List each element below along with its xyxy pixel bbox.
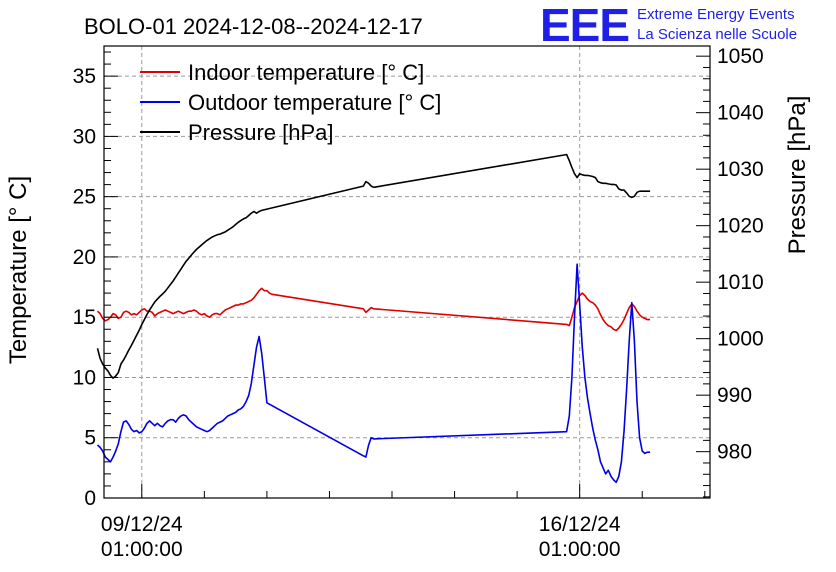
grid — [104, 46, 710, 498]
y-left-tick-label: 5 — [84, 427, 96, 450]
y-right-tick-label: 990 — [717, 384, 752, 407]
y-left-tick-label: 10 — [73, 366, 96, 389]
plot-frame — [103, 45, 711, 499]
tick-labels: 0 5 10 15 20 25 30 35 980 990 1000 1010 1020 1030 1040… — [73, 45, 764, 561]
x-tick-label-time: 01:00:00 — [101, 538, 183, 561]
y-right-tick-label: 1000 — [717, 328, 764, 351]
y-left-tick-label: 20 — [73, 246, 96, 269]
eee-logo: EEE Extreme Energy Events La Scienza nel… — [540, 0, 797, 51]
x-tick-label-date: 16/12/24 — [539, 513, 621, 536]
series-line-indoor — [96, 287, 651, 332]
y-left-tick-label: 15 — [73, 306, 96, 329]
x-tick-label-date: 09/12/24 — [101, 513, 183, 536]
series-line-pressure — [96, 153, 651, 379]
legend-label-indoor: Indoor temperature [° C] — [188, 60, 424, 85]
axis-ticks — [104, 51, 710, 499]
legend-label-outdoor: Outdoor temperature [° C] — [188, 90, 441, 115]
y-axis-right-title: Pressure [hPa] — [784, 96, 811, 255]
y-left-tick-label: 30 — [73, 125, 96, 148]
x-tick-label-time: 01:00:00 — [539, 538, 621, 561]
y-left-tick-label: 25 — [73, 186, 96, 209]
legend-label-pressure: Pressure [hPa] — [188, 120, 334, 145]
y-right-tick-label: 1040 — [717, 102, 764, 125]
plot-series — [96, 153, 651, 484]
eee-logo-line2: La Scienza nelle Scuole — [637, 26, 797, 43]
y-left-tick-label: 35 — [73, 65, 96, 88]
y-right-tick-label: 1020 — [717, 215, 764, 238]
y-right-tick-label: 1010 — [717, 271, 764, 294]
series-line-outdoor — [96, 263, 651, 484]
chart-title: BOLO-01 2024-12-08--2024-12-17 — [84, 14, 423, 39]
legend: Indoor temperature [° C] Outdoor tempera… — [140, 60, 441, 145]
y-left-tick-label: 0 — [84, 487, 96, 510]
y-right-tick-label: 1030 — [717, 158, 764, 181]
eee-logo-line1: Extreme Energy Events — [637, 6, 795, 23]
eee-logo-mark: EEE — [540, 0, 629, 51]
y-axis-left-title: Temperature [° C] — [5, 176, 32, 364]
y-right-tick-label: 980 — [717, 441, 752, 464]
y-right-tick-label: 1050 — [717, 45, 764, 68]
